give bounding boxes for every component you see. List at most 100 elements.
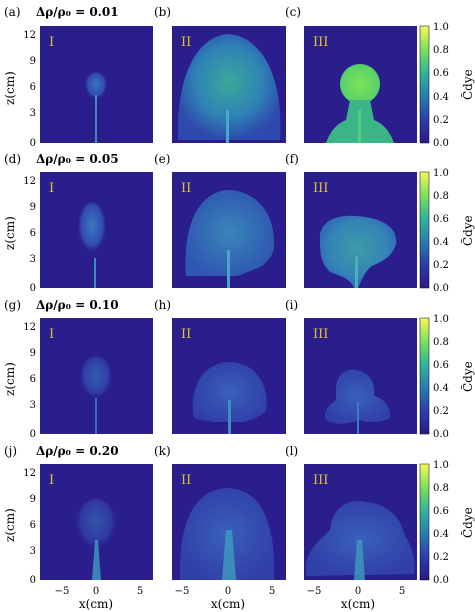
cbar-tick: 0.8 [433,191,449,202]
y-axis-label-row-3: z(cm) [3,362,17,396]
x-tick-5: 5 [399,586,405,597]
y-axis-row-2: z(cm) 12 9 6 3 0 [3,176,36,294]
x-tick-neg5: −5 [55,586,70,597]
panel-letter-c: (c) [285,5,301,19]
cbar-tick: 1.0 [433,314,449,325]
ratio-label-row-4: Δρ/ρ₀ = 0.20 [36,444,119,458]
panel-letter-k: (k) [154,444,171,458]
y-axis-row-3: z(cm) 12 9 6 3 0 [3,322,36,440]
cbar-tick: 1.0 [433,168,449,179]
panel-letter-e: (e) [154,152,170,166]
y-tick-6: 6 [30,228,36,239]
column-label-II-row-1: II [181,35,191,50]
column-label-I-row-2: I [49,181,54,196]
cbar-tick: 0.0 [433,283,449,294]
colorbar-label-row-1: C̃dye [460,69,475,100]
panel-letter-l: (l) [285,444,298,458]
colorbar-row-4: 1.0 0.8 0.6 0.4 0.2 0.0 C̃dye [419,460,475,586]
x-tick-0: 0 [355,586,361,597]
y-tick-3: 3 [30,108,36,119]
colorbar-row-3: 1.0 0.8 0.6 0.4 0.2 0.0 C̃dye [419,314,475,440]
y-tick-0: 0 [30,138,36,149]
y-tick-6: 6 [30,82,36,93]
ratio-label-row-1: Δρ/ρ₀ = 0.01 [36,5,119,19]
column-label-I-row-1: I [49,35,54,50]
cbar-tick: 0.6 [433,506,449,517]
x-axis-label-col-2: x(cm) [211,597,245,611]
cbar-tick: 0.6 [433,360,449,371]
ratio-label-row-2: Δρ/ρ₀ = 0.05 [36,152,119,166]
x-axis-col-1: −5 0 5 x(cm) [55,586,144,611]
colorbar-label-row-2: C̃dye [460,215,475,246]
plume-a [85,72,107,143]
row-3: (g) Δρ/ρ₀ = 0.10 (h) (i) I II III z(cm) … [3,298,475,440]
cbar-tick: 0.0 [433,429,449,440]
y-tick-12: 12 [23,468,36,479]
cbar-tick: 0.6 [433,68,449,79]
cbar-tick: 1.0 [433,460,449,471]
row-4: (j) Δρ/ρ₀ = 0.20 (k) (l) I II III z(cm) … [3,444,475,611]
y-tick-9: 9 [30,202,36,213]
colorbar-row-1: 1.0 0.8 0.6 0.4 0.2 0.0 C̃dye [419,22,475,149]
y-tick-0: 0 [30,429,36,440]
panel-letter-i: (i) [285,298,298,312]
row-2: (d) Δρ/ρ₀ = 0.05 (e) (f) I II III z(cm) … [3,152,475,294]
plume-g [80,356,112,434]
y-tick-9: 9 [30,56,36,67]
y-axis-label-row-4: z(cm) [3,508,17,542]
cbar-tick: 0.2 [433,552,449,563]
panel-letter-g: (g) [4,298,21,312]
y-axis-row-1: z(cm) 12 9 6 3 0 [3,30,36,149]
x-tick-neg5: −5 [307,586,322,597]
column-label-III-row-2: III [313,181,328,196]
ratio-label-row-3: Δρ/ρ₀ = 0.10 [36,298,119,312]
y-tick-12: 12 [23,322,36,333]
plume-l [306,501,415,580]
plume-k [179,488,275,580]
cbar-tick: 0.2 [433,406,449,417]
column-label-III-row-4: III [313,473,328,488]
panel-letter-j: (j) [4,444,17,458]
cbar-tick: 1.0 [433,22,449,33]
plume-f [319,215,397,288]
panel-letter-h: (h) [154,298,171,312]
y-tick-9: 9 [30,348,36,359]
colorbar-label-row-3: C̃dye [460,361,475,392]
panel-letter-d: (d) [4,152,21,166]
cbar-tick: 0.4 [433,383,449,394]
column-label-I-row-3: I [49,327,54,342]
cbar-tick: 0.8 [433,483,449,494]
cbar-tick: 0.0 [433,138,449,149]
y-tick-3: 3 [30,254,36,265]
cbar-tick: 0.4 [433,529,449,540]
cbar-tick: 0.8 [433,45,449,56]
y-tick-6: 6 [30,374,36,385]
y-tick-9: 9 [30,494,36,505]
y-tick-12: 12 [23,176,36,187]
x-axis-col-3: −5 0 5 x(cm) [307,586,406,611]
cbar-tick: 0.6 [433,214,449,225]
x-axis-label-col-3: x(cm) [341,597,375,611]
column-label-III-row-1: III [313,35,328,50]
colorbar-label-row-4: C̃dye [460,507,475,538]
column-label-II-row-3: II [181,327,191,342]
x-axis-label-col-1: x(cm) [79,597,113,611]
plume-d [78,202,106,288]
colorbar-row-2: 1.0 0.8 0.6 0.4 0.2 0.0 C̃dye [419,168,475,294]
x-axis-col-2: −5 0 5 x(cm) [175,586,276,611]
y-axis-row-4: z(cm) 12 9 6 3 0 [3,468,36,586]
plume-e [185,190,275,288]
y-tick-0: 0 [30,575,36,586]
plume-b [177,34,281,143]
cbar-tick: 0.2 [433,115,449,126]
cbar-tick: 0.2 [433,260,449,271]
row-1: (a) Δρ/ρ₀ = 0.01 (b) (c) I II III z(cm) … [3,5,475,149]
cbar-tick: 0.4 [433,92,449,103]
panel-letter-f: (f) [285,152,299,166]
y-tick-0: 0 [30,283,36,294]
cbar-tick: 0.0 [433,575,449,586]
panel-letter-b: (b) [154,5,171,19]
plume-i [324,369,391,434]
y-axis-label-row-2: z(cm) [3,216,17,250]
